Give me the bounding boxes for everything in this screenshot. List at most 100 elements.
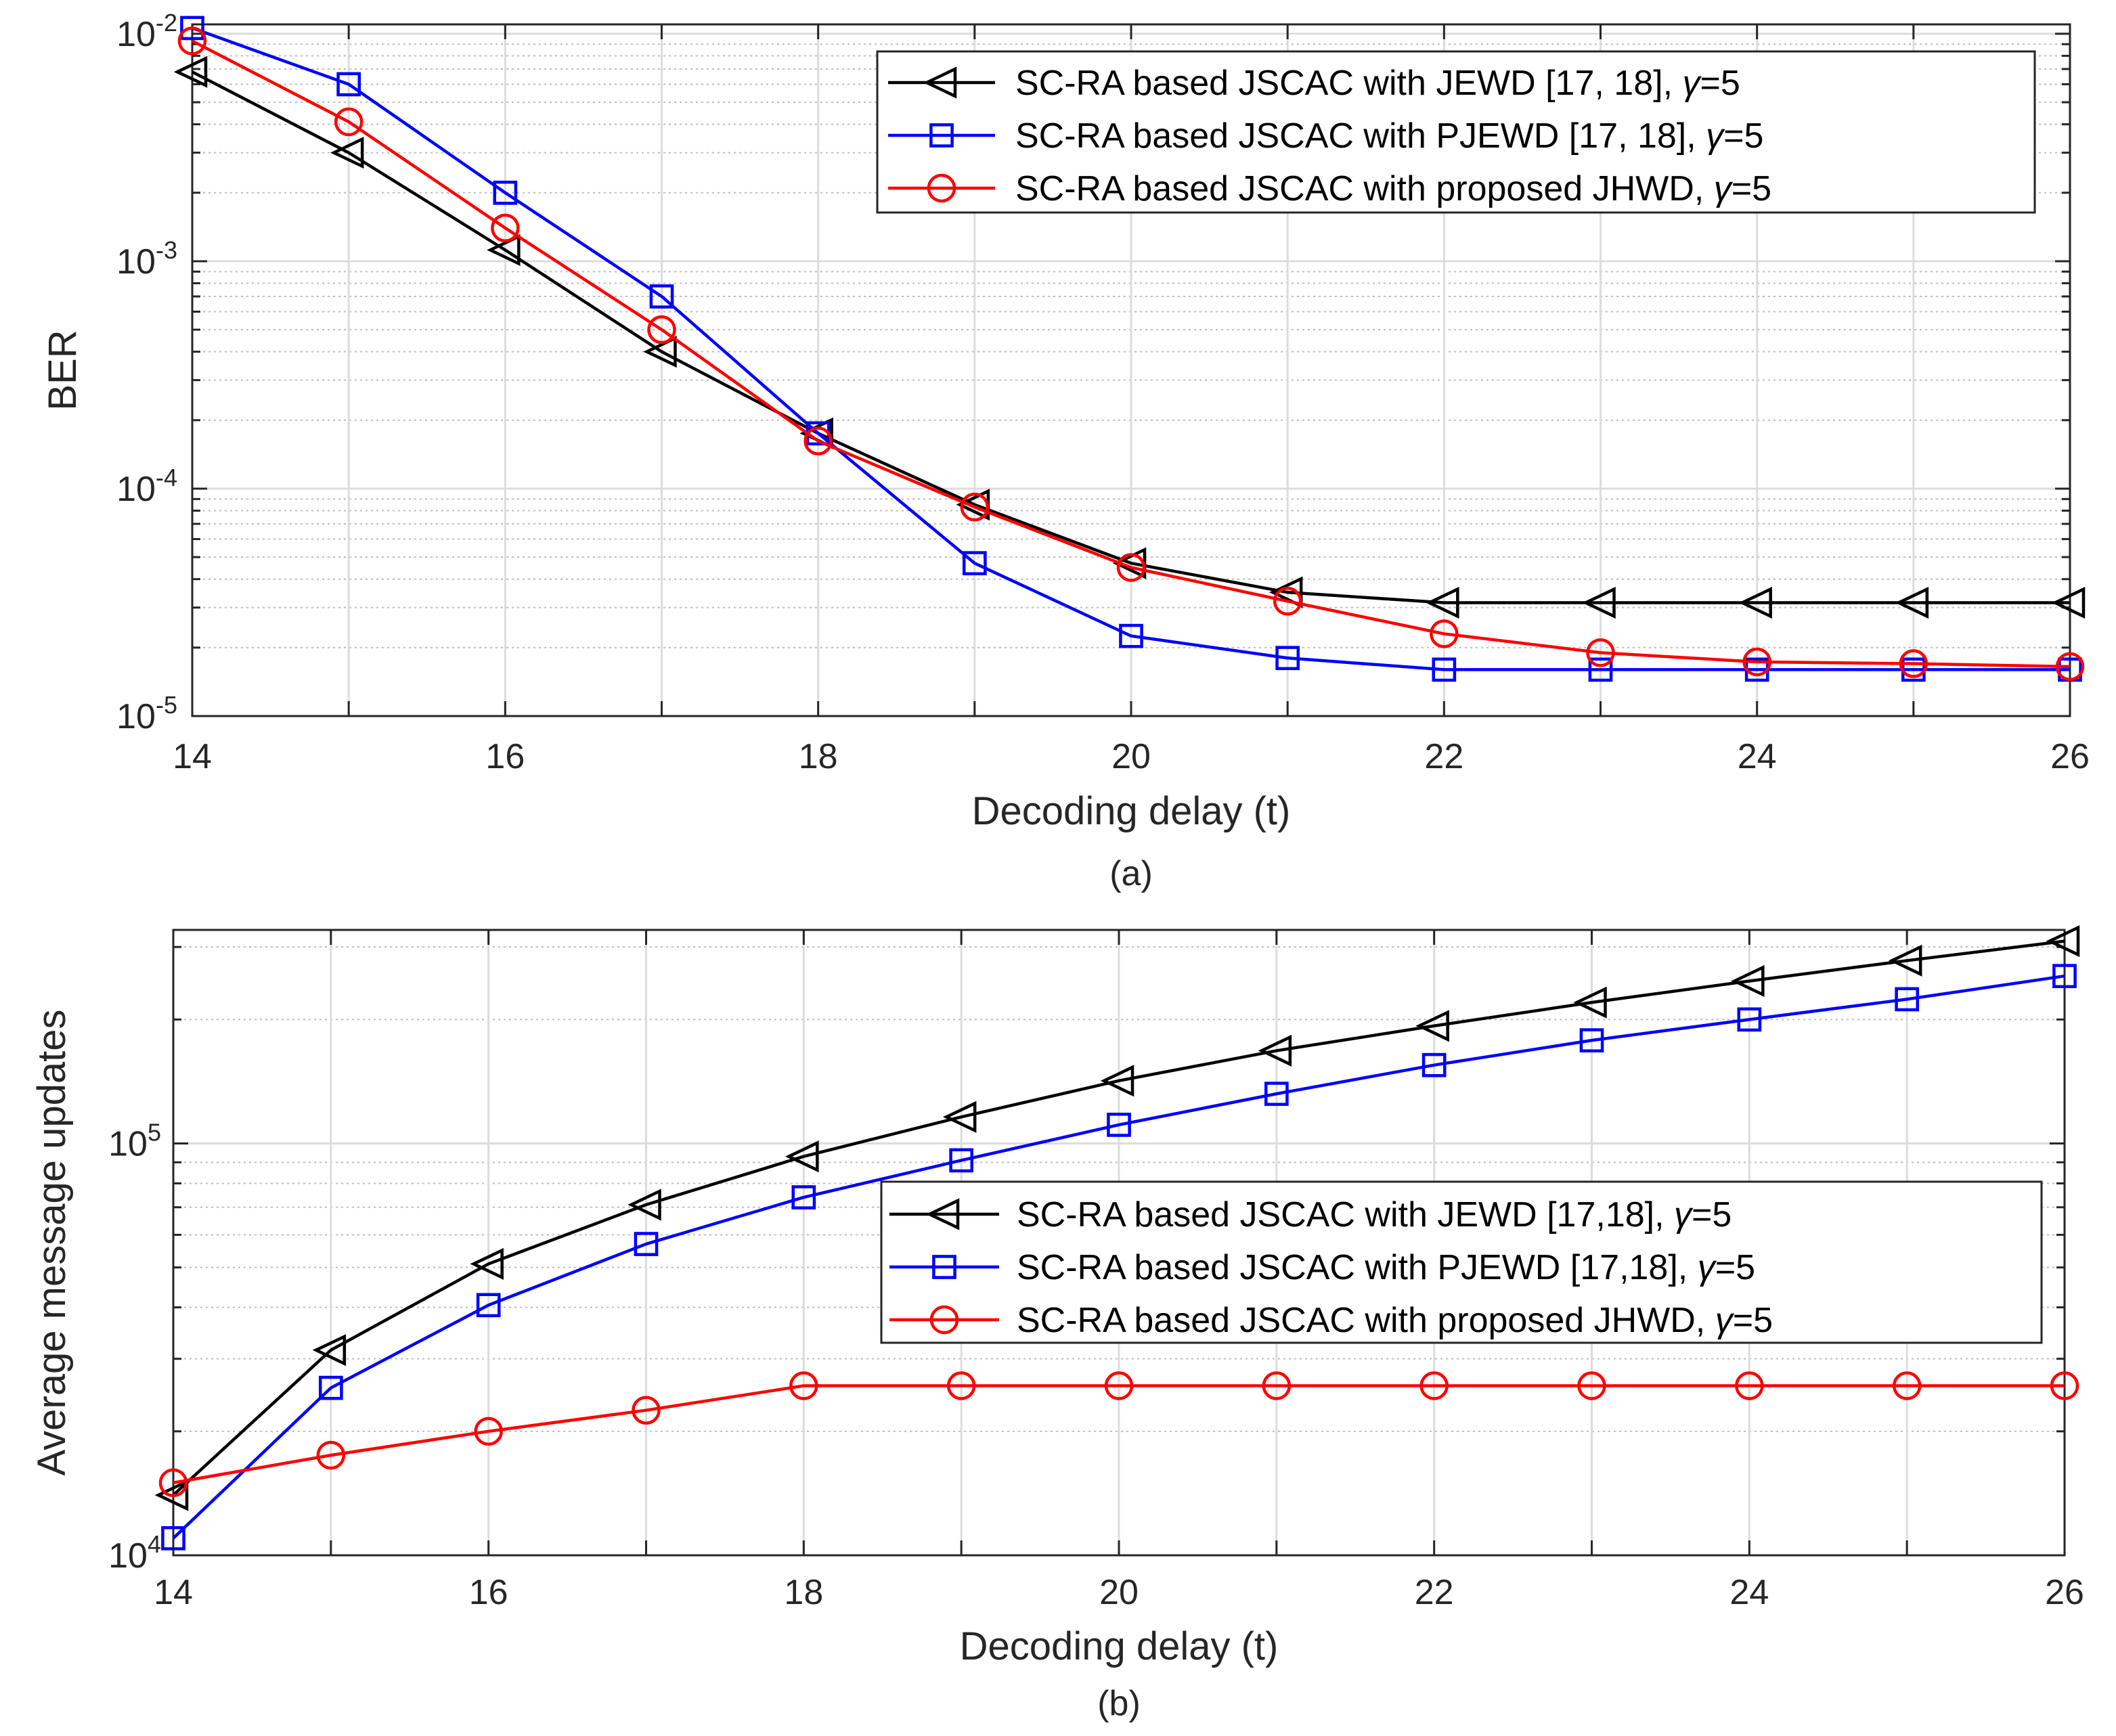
data-point-triangle xyxy=(1269,576,1303,608)
data-point-triangle xyxy=(1258,1034,1292,1067)
data-point-circle xyxy=(1419,1371,1449,1400)
data-point-triangle xyxy=(1100,1065,1134,1097)
data-point-square xyxy=(1588,657,1613,682)
data-point-triangle xyxy=(1888,944,1922,977)
data-point-circle xyxy=(789,1371,818,1400)
data-point-circle xyxy=(2050,1371,2079,1400)
data-point-circle xyxy=(491,213,520,243)
series-group xyxy=(154,925,2080,1551)
data-point-triangle xyxy=(1582,586,1616,619)
data-point-square xyxy=(476,1293,501,1318)
y-tick-label: 10-2 xyxy=(116,9,177,54)
legend-entry-label: SC-RA based JSCAC with proposed JHWD, γ=… xyxy=(1017,1301,1773,1340)
data-point-circle xyxy=(1116,553,1146,582)
series-line xyxy=(191,39,2071,669)
y-axis: 104 105 xyxy=(108,945,2065,1576)
data-point-triangle xyxy=(785,1140,819,1173)
data-point-triangle xyxy=(1415,1010,1449,1042)
data-point-square xyxy=(2052,964,2077,988)
x-tick-label: 14 xyxy=(154,1573,193,1612)
data-point-circle xyxy=(960,492,990,522)
data-point-circle xyxy=(632,1396,661,1425)
legend: SC-RA based JSCAC with JEWD [17, 18], γ=… xyxy=(876,50,2036,214)
data-point-circle xyxy=(803,426,833,455)
x-tick-label: 18 xyxy=(799,737,838,776)
x-axis: 14 16 18 20 22 24 26 xyxy=(154,930,2084,1612)
data-point-square xyxy=(634,1232,659,1256)
legend-box xyxy=(876,50,2036,214)
data-point-square xyxy=(318,1375,343,1400)
x-tick-label: 18 xyxy=(784,1573,823,1612)
data-point-triangle xyxy=(643,336,677,368)
figure-caption: (a) xyxy=(1109,854,1153,893)
x-axis-label: Decoding delay (t) xyxy=(972,789,1291,833)
data-point-circle xyxy=(946,1371,976,1400)
data-point-triangle xyxy=(1738,586,1772,619)
data-point-circle xyxy=(1273,587,1302,616)
data-point-square xyxy=(180,16,204,41)
data-point-triangle xyxy=(1426,586,1459,619)
x-tick-label: 20 xyxy=(1111,737,1151,776)
data-point-triangle xyxy=(1573,986,1607,1019)
data-point-circle xyxy=(647,315,676,344)
data-point-circle xyxy=(1104,1371,1134,1400)
data-point-square xyxy=(1275,646,1300,671)
data-point-square xyxy=(929,123,954,148)
data-point-circle xyxy=(1892,1371,1922,1400)
x-tick-label: 20 xyxy=(1099,1573,1139,1612)
data-point-triangle xyxy=(487,233,521,266)
data-point-square xyxy=(493,180,518,205)
data-point-triangle xyxy=(2046,925,2080,958)
data-point-circle xyxy=(1262,1371,1292,1400)
data-point-circle xyxy=(1735,1371,1764,1400)
data-point-square xyxy=(1432,657,1457,682)
panel-a-ber-chart: 14 16 18 20 22 24 26 10-5 10-4 10-3 10-2 Decoding d… xyxy=(41,9,2090,893)
data-point-triangle xyxy=(470,1247,504,1281)
data-point-circle xyxy=(334,107,363,137)
data-point-circle xyxy=(1586,638,1615,667)
figure-caption: (b) xyxy=(1097,1684,1141,1723)
x-axis: 14 16 18 20 22 24 26 xyxy=(173,24,2090,776)
data-point-triangle xyxy=(627,1188,661,1221)
x-tick-label: 16 xyxy=(485,737,525,776)
y-tick-label: 105 xyxy=(108,1119,161,1164)
data-point-triangle xyxy=(923,66,957,99)
data-point-circle xyxy=(316,1440,346,1470)
x-tick-label: 26 xyxy=(2050,737,2090,776)
data-point-square xyxy=(1107,1113,1131,1137)
data-point-triangle xyxy=(942,1100,977,1133)
data-point-square xyxy=(791,1185,816,1209)
data-point-triangle xyxy=(1731,964,1765,998)
data-point-circle xyxy=(1899,649,1928,678)
data-point-square xyxy=(1737,1007,1762,1032)
y-tick-label: 10-3 xyxy=(116,236,177,282)
series-line xyxy=(192,26,2070,671)
y-tick-label: 10-5 xyxy=(116,691,177,736)
x-tick-label: 24 xyxy=(1729,1573,1769,1612)
data-point-triangle xyxy=(154,1479,189,1511)
x-tick-label: 14 xyxy=(173,737,212,776)
legend-entry-label: SC-RA based JSCAC with JEWD [17,18], γ=5 xyxy=(1017,1195,1732,1234)
data-point-circle xyxy=(1430,619,1459,648)
data-point-square xyxy=(336,72,361,97)
legend-box xyxy=(880,1180,2043,1344)
data-point-square xyxy=(1579,1028,1604,1052)
x-tick-label: 24 xyxy=(1738,737,1777,776)
legend-entry-label: SC-RA based JSCAC with PJEWD [17,18], γ=… xyxy=(1017,1248,1755,1287)
data-point-square xyxy=(962,551,987,576)
data-point-triangle xyxy=(312,1334,347,1366)
data-point-square xyxy=(1264,1082,1289,1106)
data-point-triangle xyxy=(173,55,208,88)
legend-entry-label: SC-RA based JSCAC with proposed JHWD, γ=… xyxy=(1015,169,1771,208)
y-axis: 10-5 10-4 10-3 10-2 xyxy=(116,9,2070,736)
data-point-square xyxy=(932,1255,956,1279)
series-group xyxy=(173,16,2086,682)
data-point-circle xyxy=(927,173,956,203)
data-point-triangle xyxy=(2051,586,2086,619)
data-point-triangle xyxy=(330,137,364,169)
data-point-circle xyxy=(1577,1371,1606,1400)
data-point-triangle xyxy=(1895,586,1929,619)
y-tick-label: 104 xyxy=(108,1530,161,1576)
series-line xyxy=(172,974,2065,1540)
